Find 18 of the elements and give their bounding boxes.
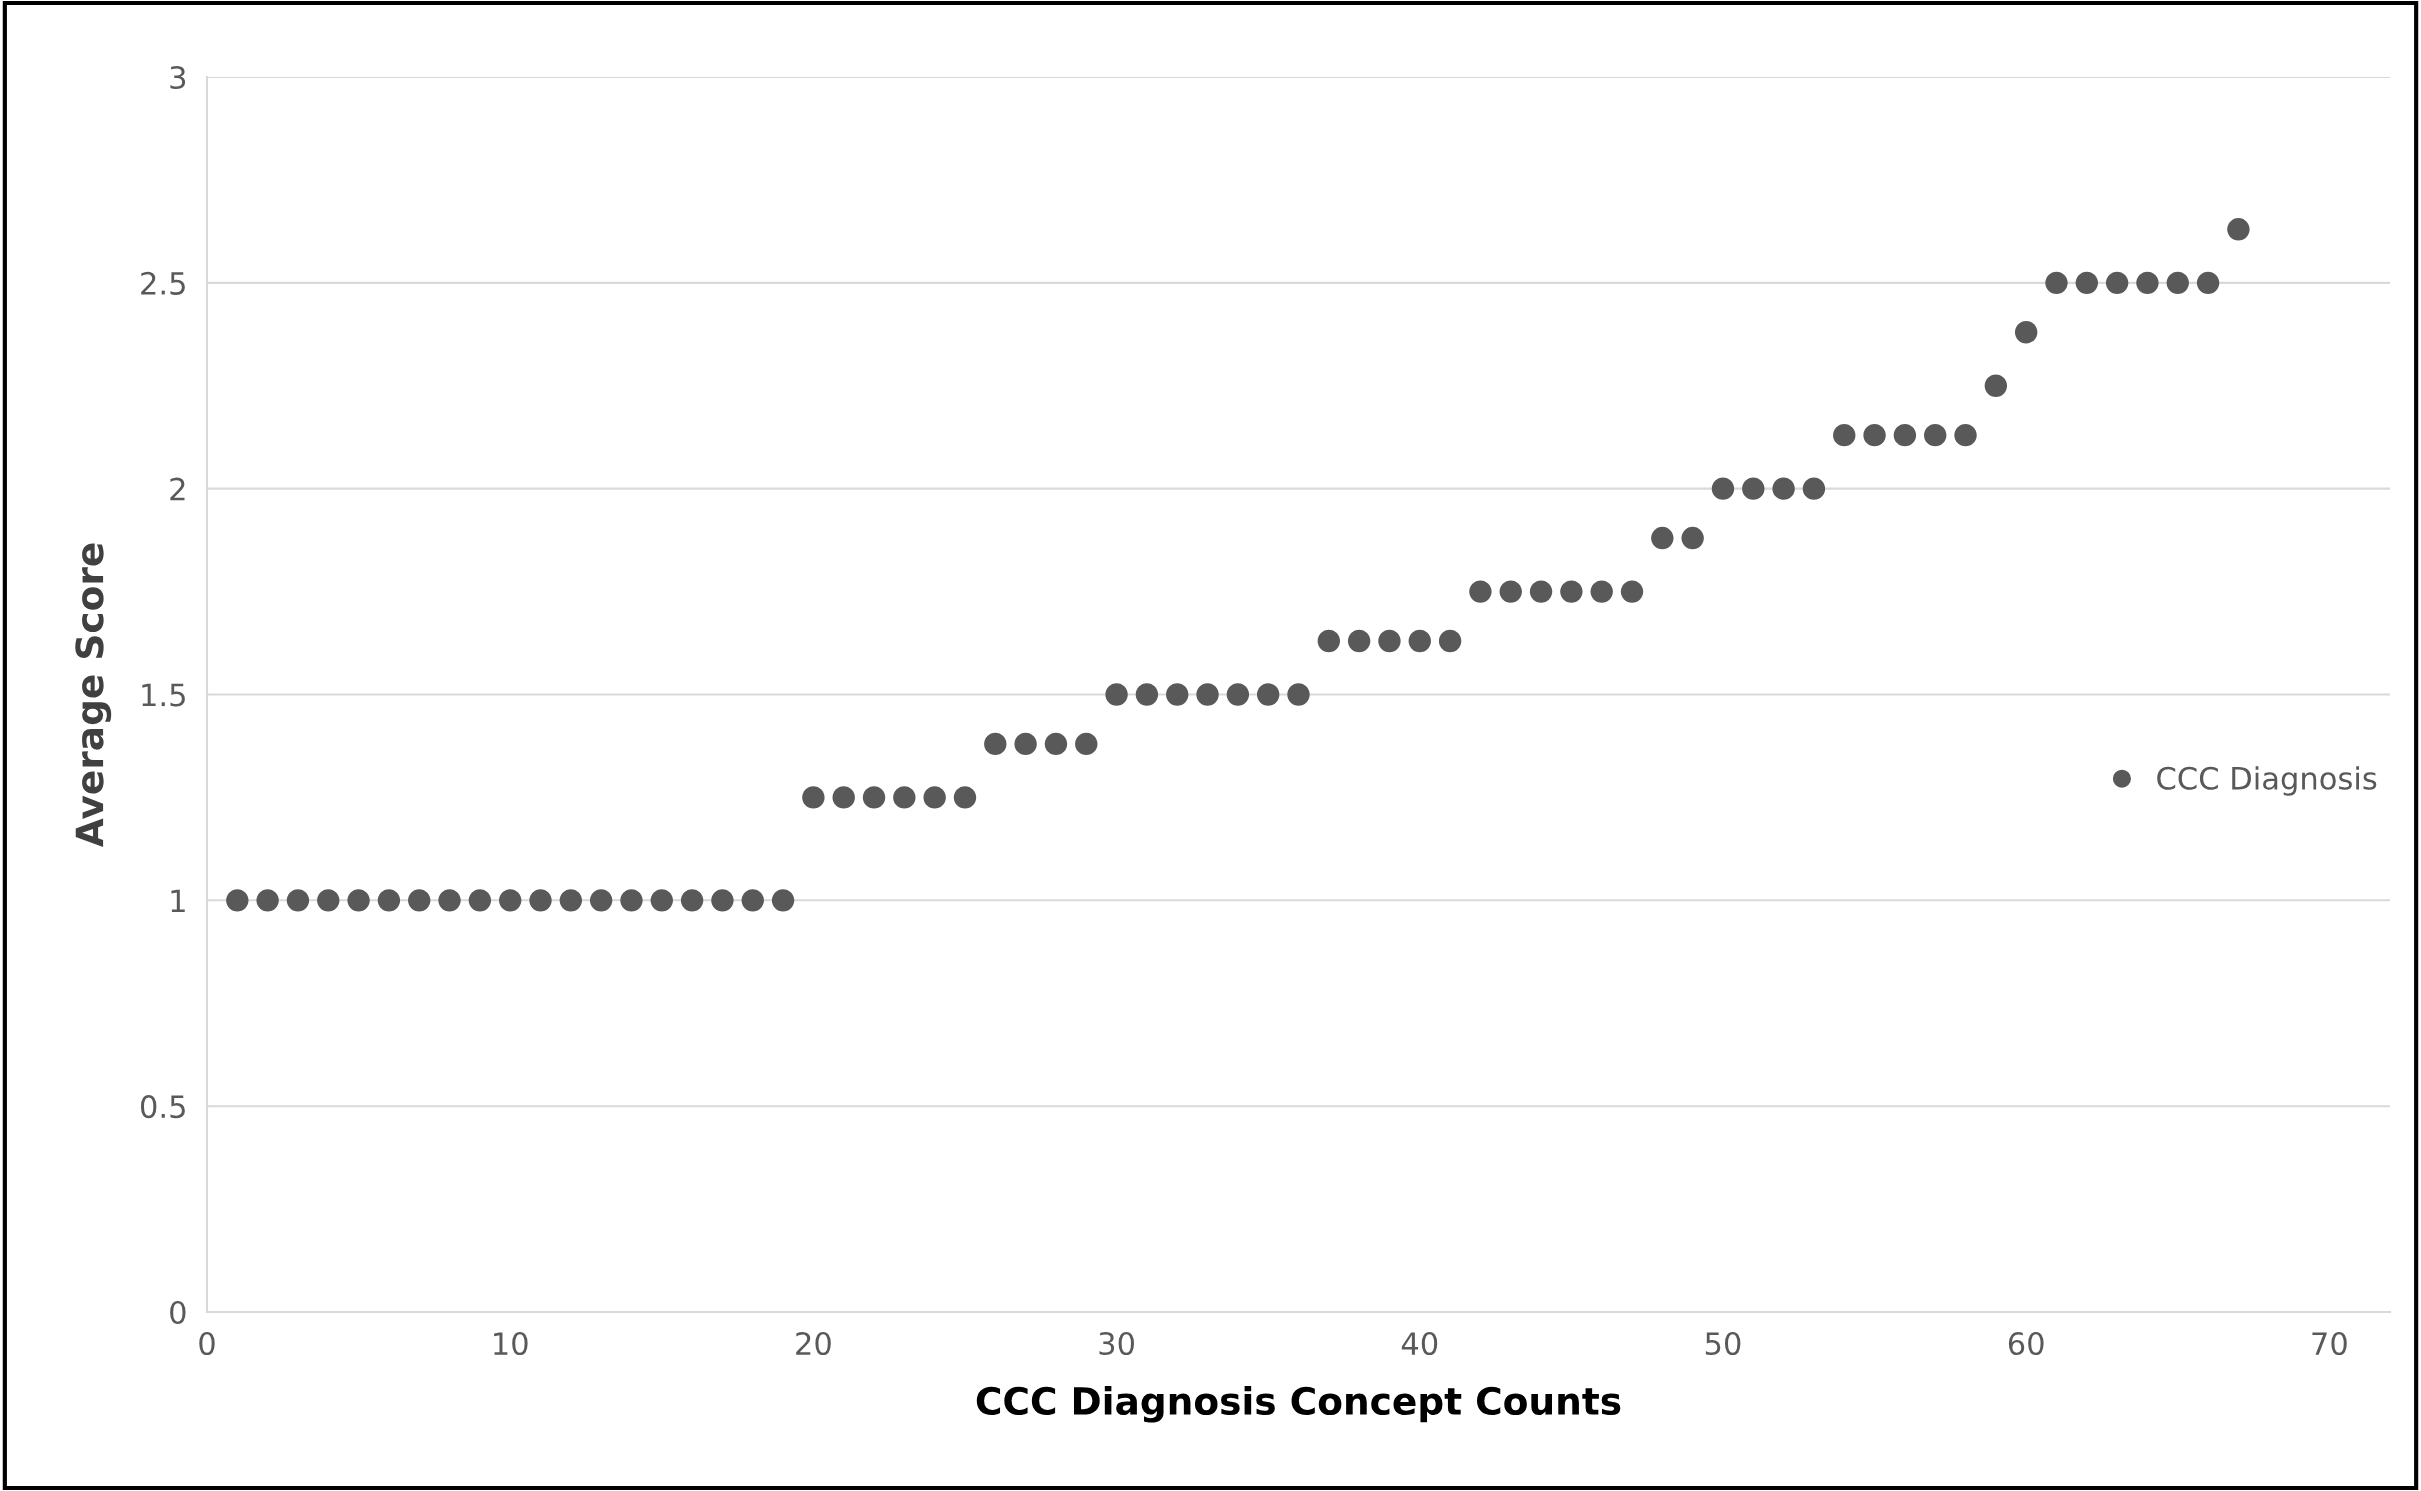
x-tick-label: 0 (199, 1331, 215, 1356)
y-tick-label: 2.5 (141, 271, 185, 295)
y-tick-label: 0 (170, 1300, 186, 1325)
y-axis-title: Average Score (75, 543, 112, 848)
y-tick-label: 1 (171, 889, 185, 912)
x-tick-label: 70 (2312, 1331, 2347, 1356)
x-tick-label: 40 (1401, 1331, 1438, 1356)
x-tick-label: 20 (796, 1331, 831, 1356)
x-tick-label: 10 (494, 1331, 528, 1356)
x-axis-title: CCC Diagnosis Concept Counts (976, 1386, 1621, 1423)
y-tick-label: 0.5 (140, 1095, 185, 1119)
y-tick-label: 1.5 (142, 683, 185, 707)
y-tick-label: 3 (170, 65, 186, 90)
x-tick-label: 30 (1099, 1331, 1134, 1356)
x-tick-label: 60 (2008, 1331, 2044, 1356)
x-tick-label: 50 (1705, 1331, 1741, 1356)
legend-label: CCC Diagnosis (2157, 766, 2377, 796)
y-tick-label: 2 (170, 477, 185, 501)
